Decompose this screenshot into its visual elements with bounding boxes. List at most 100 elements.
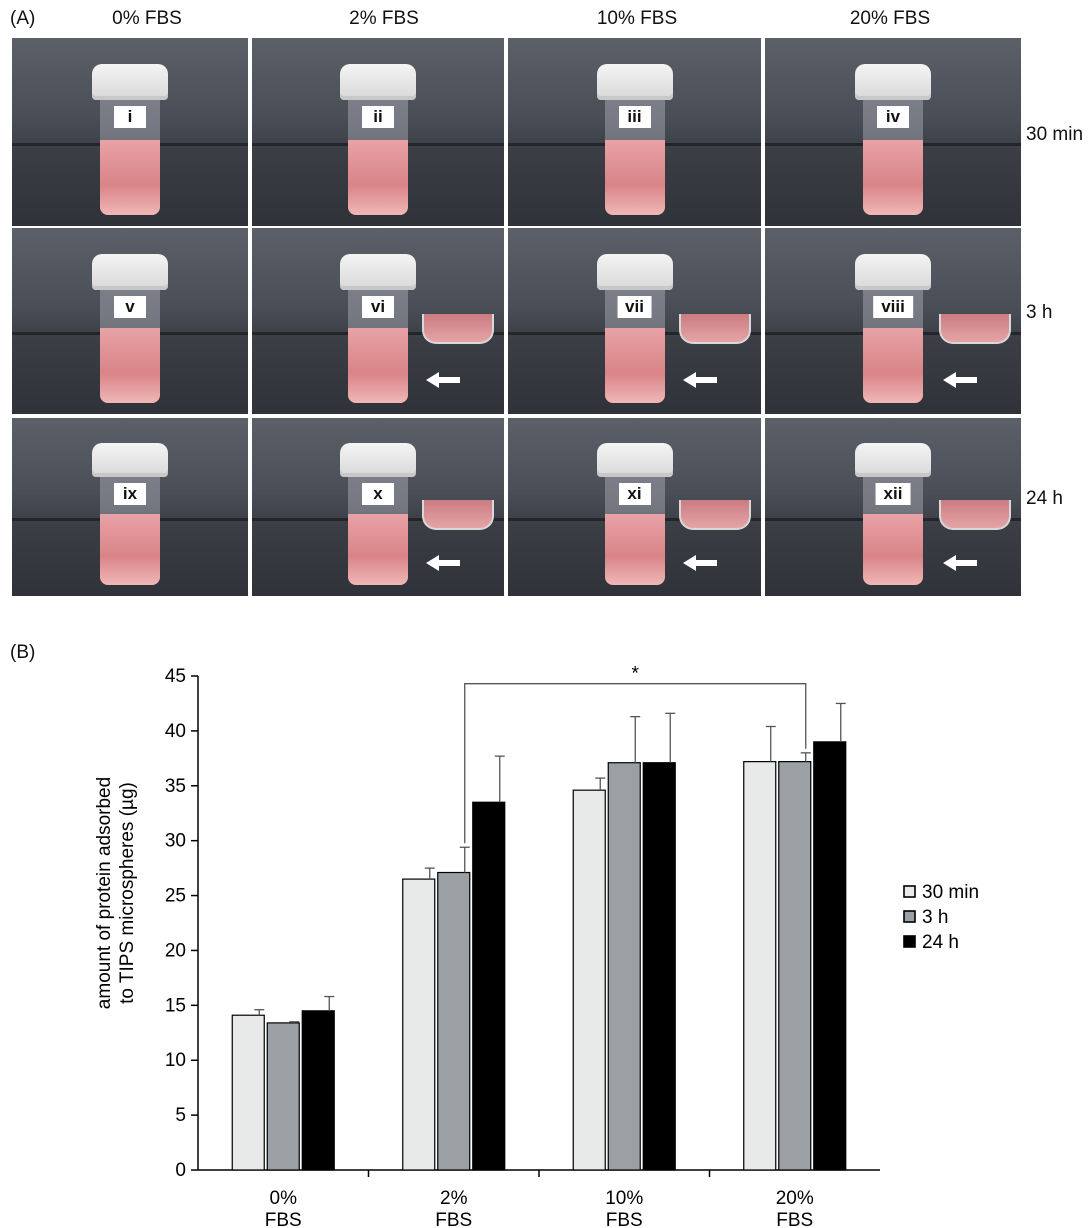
row-label-30min: 30 min xyxy=(1026,124,1084,145)
vial-photo: ii xyxy=(252,38,504,226)
vial: ix xyxy=(90,442,170,586)
vial-cap xyxy=(92,64,168,101)
vial-liquid xyxy=(100,514,160,586)
legend-swatch xyxy=(903,885,916,898)
vial-tag-label: v xyxy=(114,295,146,318)
y-tick-label: 15 xyxy=(165,995,186,1016)
arrow-head xyxy=(683,555,696,572)
vial-cap xyxy=(855,442,931,478)
vial-cap xyxy=(855,64,931,101)
significance-bracket: * xyxy=(464,664,807,844)
y-tick-label: 10 xyxy=(165,1050,186,1071)
y-axis-label-line2: to TIPS microspheres (µg) xyxy=(117,782,138,1004)
arrow-shaft xyxy=(955,560,977,567)
x-tick-label-line2: FBS xyxy=(606,1210,643,1228)
vial: xii xyxy=(853,442,933,586)
vial-tag-label: xi xyxy=(618,482,651,505)
vial: v xyxy=(90,254,170,403)
vial-photo: iii xyxy=(508,38,761,226)
x-tick-label-line1: 10% xyxy=(605,1188,643,1209)
arrow-head xyxy=(943,371,956,388)
bar xyxy=(607,762,641,1171)
y-axis-label-line1: amount of protein adsorbed xyxy=(94,777,115,1009)
column-header-10pct-fbs: 10% FBS xyxy=(596,8,678,29)
vial: vi xyxy=(338,254,418,403)
arrow-shaft xyxy=(438,376,460,383)
x-tick-label-line1: 0% xyxy=(270,1188,298,1209)
vial-liquid xyxy=(604,514,665,586)
vial-liquid xyxy=(348,514,408,586)
vial: xi xyxy=(595,442,675,586)
vial-cap xyxy=(596,64,673,101)
vial-liquid xyxy=(604,328,665,403)
bar xyxy=(743,761,777,1171)
sediment-arrow-icon xyxy=(943,371,977,388)
y-tick-label: 30 xyxy=(165,831,186,852)
sediment-arrow-icon xyxy=(683,555,717,572)
vial-tag-label: iv xyxy=(877,106,909,129)
sediment-inset xyxy=(422,313,494,344)
vial-tag-label: vi xyxy=(362,295,394,318)
sediment-inset xyxy=(939,499,1011,530)
bar xyxy=(402,878,436,1171)
vial-tag-label: i xyxy=(114,106,146,129)
vial: vii xyxy=(595,254,675,403)
bar xyxy=(472,801,506,1171)
row-label-24h: 24 h xyxy=(1026,488,1063,509)
vial-photo: xi xyxy=(508,418,761,596)
x-tick-label-line1: 20% xyxy=(776,1188,814,1209)
vial-photo: viii xyxy=(765,228,1021,414)
legend-label: 3 h xyxy=(922,907,948,928)
vial-photo: i xyxy=(12,38,248,226)
sediment-inset xyxy=(679,313,751,344)
bar xyxy=(437,871,471,1171)
sediment-arrow-icon xyxy=(683,371,717,388)
y-tick-label: 45 xyxy=(165,666,186,687)
sediment-arrow-icon xyxy=(943,555,977,572)
x-tick-label-line1: 2% xyxy=(440,1188,468,1209)
vial-tag-label: vii xyxy=(617,295,652,318)
row-label-3h: 3 h xyxy=(1026,302,1053,323)
bar xyxy=(778,761,812,1171)
vial-cap xyxy=(596,442,673,478)
vial: iv xyxy=(853,64,933,215)
vial-photo: v xyxy=(12,228,248,414)
legend-swatch xyxy=(903,910,916,923)
bar xyxy=(301,1010,335,1171)
bar xyxy=(572,789,606,1171)
vial-liquid xyxy=(100,139,160,215)
vial-photo: ix xyxy=(12,418,248,596)
bar-chart: amount of protein adsorbed to TIPS micro… xyxy=(94,664,979,1228)
vial-cap xyxy=(340,254,416,290)
vial-tag-label: xii xyxy=(875,482,911,505)
vial-cap xyxy=(596,254,673,290)
vial-photo: vi xyxy=(252,228,504,414)
vial-liquid xyxy=(348,328,408,403)
legend: 30 min 3 h 24 h xyxy=(903,882,979,953)
y-axis-label: amount of protein adsorbed to TIPS micro… xyxy=(94,777,138,1009)
error-bars xyxy=(254,702,846,1023)
vial-liquid xyxy=(863,514,923,586)
y-tick-label: 35 xyxy=(165,776,186,797)
sediment-inset xyxy=(422,499,494,530)
arrow-head xyxy=(943,555,956,572)
x-tick-label-line2: FBS xyxy=(435,1210,472,1228)
bar xyxy=(642,762,676,1171)
column-header-0pct-fbs: 0% FBS xyxy=(112,8,182,29)
legend-label: 24 h xyxy=(922,932,959,953)
vial: x xyxy=(338,442,418,586)
arrow-shaft xyxy=(695,376,717,383)
vial: iii xyxy=(595,64,675,215)
vial-liquid xyxy=(348,139,408,215)
sediment-arrow-icon xyxy=(426,555,460,572)
vial-tag-label: x xyxy=(362,482,394,505)
legend-label: 30 min xyxy=(922,882,979,903)
vial-photo: x xyxy=(252,418,504,596)
vial-photo: vii xyxy=(508,228,761,414)
vial: viii xyxy=(853,254,933,403)
sediment-inset xyxy=(679,499,751,530)
panel-a-label: (A) xyxy=(10,8,36,29)
x-tick-label-line2: FBS xyxy=(265,1210,302,1228)
vial-liquid xyxy=(100,328,160,403)
vial-photo: xii xyxy=(765,418,1021,596)
